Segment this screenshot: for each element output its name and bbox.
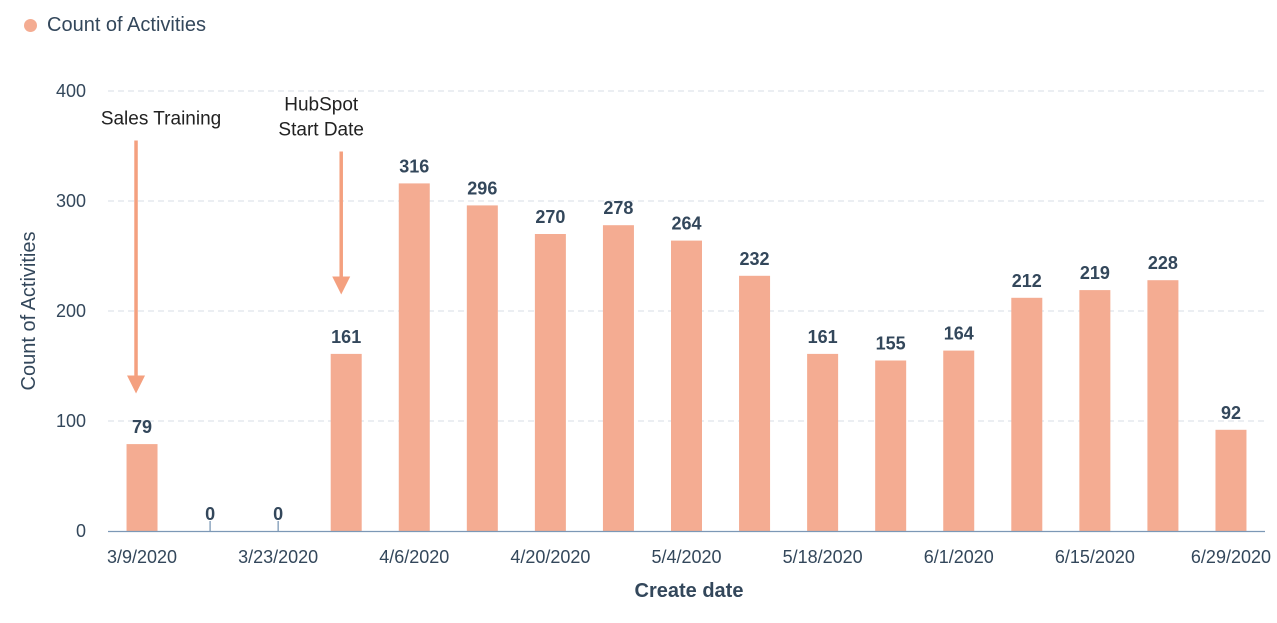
annotation-arrow-head xyxy=(332,276,351,295)
y-tick-label: 100 xyxy=(56,411,86,431)
y-tick-label: 400 xyxy=(56,81,86,101)
x-tick-label: 3/23/2020 xyxy=(238,547,318,567)
bar xyxy=(739,275,771,531)
y-axis-title: Count of Activities xyxy=(18,232,40,391)
bar xyxy=(602,225,634,531)
x-tick-label: 5/4/2020 xyxy=(651,547,721,567)
legend-label: Count of Activities xyxy=(47,14,206,36)
data-label: 164 xyxy=(944,324,974,344)
data-label: 212 xyxy=(1012,271,1042,291)
bar xyxy=(943,350,975,531)
data-label: 0 xyxy=(205,504,215,524)
data-label: 228 xyxy=(1148,253,1178,273)
legend-swatch xyxy=(24,19,37,32)
data-label: 278 xyxy=(603,198,633,218)
bar xyxy=(330,353,362,531)
data-label: 79 xyxy=(132,417,152,437)
x-tick-label: 4/20/2020 xyxy=(510,547,590,567)
bar xyxy=(1147,280,1179,531)
x-tick-label: 5/18/2020 xyxy=(783,547,863,567)
bar xyxy=(1011,297,1043,531)
bar xyxy=(671,240,702,531)
data-label: 270 xyxy=(535,207,565,227)
bar xyxy=(1079,290,1111,531)
data-label: 296 xyxy=(467,178,497,198)
bar xyxy=(398,183,430,531)
annotation-arrow-head xyxy=(127,375,146,394)
bar xyxy=(466,205,498,531)
bar xyxy=(875,360,907,531)
y-tick-label: 200 xyxy=(56,301,86,321)
bar xyxy=(807,353,839,531)
data-label: 219 xyxy=(1080,263,1110,283)
data-label: 92 xyxy=(1221,403,1241,423)
bar xyxy=(534,234,566,531)
data-label: 316 xyxy=(399,156,429,176)
data-label: 161 xyxy=(331,327,361,347)
legend[interactable]: Count of Activities xyxy=(24,14,206,37)
annotation-text: Start Date xyxy=(278,120,364,141)
y-tick-label: 0 xyxy=(76,521,86,541)
x-tick-label: 6/1/2020 xyxy=(924,547,994,567)
x-tick-label: 6/15/2020 xyxy=(1055,547,1135,567)
data-label: 161 xyxy=(808,327,838,347)
x-tick-label: 4/6/2020 xyxy=(379,547,449,567)
data-label: 264 xyxy=(671,214,701,234)
bar xyxy=(1215,429,1247,531)
data-label: 155 xyxy=(876,334,906,354)
x-tick-label: 6/29/2020 xyxy=(1191,547,1271,567)
data-label: 0 xyxy=(273,504,283,524)
annotation-text: HubSpot xyxy=(284,95,359,116)
x-axis-title: Create date xyxy=(635,580,744,602)
bar xyxy=(126,444,158,531)
annotation-text: Sales Training xyxy=(101,109,221,130)
data-label: 232 xyxy=(740,249,770,269)
x-tick-label: 3/9/2020 xyxy=(107,547,177,567)
y-tick-label: 300 xyxy=(56,191,86,211)
